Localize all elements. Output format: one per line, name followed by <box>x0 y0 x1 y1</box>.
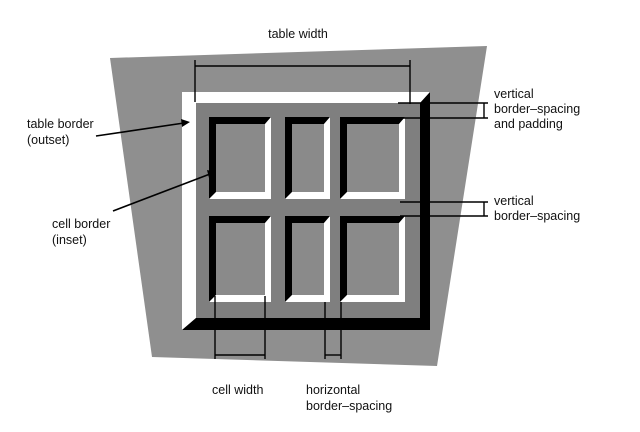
cell <box>285 216 330 302</box>
table-border-pointer <box>95 119 190 137</box>
table-width-label: table width <box>268 27 328 41</box>
horizontal-spacing-dimension <box>324 302 342 359</box>
vertical-spacing-bracket <box>400 201 488 217</box>
cell <box>285 117 330 199</box>
cell <box>340 117 405 199</box>
table-width-dimension <box>194 60 411 104</box>
cell-width-dimension <box>214 296 266 359</box>
cell-border-pointer <box>112 170 216 212</box>
vertical-spacing-padding-bracket <box>398 102 488 119</box>
cell <box>340 216 405 302</box>
table-border-label: table border (outset) <box>27 117 97 147</box>
horizontal-spacing-label: horizontal border–spacing <box>306 383 392 413</box>
vertical-spacing-label: vertical border–spacing <box>494 194 580 223</box>
cell <box>209 117 271 199</box>
cell-width-label: cell width <box>212 383 263 397</box>
cell-border-label: cell border (inset) <box>52 217 114 247</box>
vertical-spacing-padding-label: vertical border–spacing and padding <box>494 87 584 131</box>
cell-grid <box>209 117 405 302</box>
cell <box>209 216 271 302</box>
